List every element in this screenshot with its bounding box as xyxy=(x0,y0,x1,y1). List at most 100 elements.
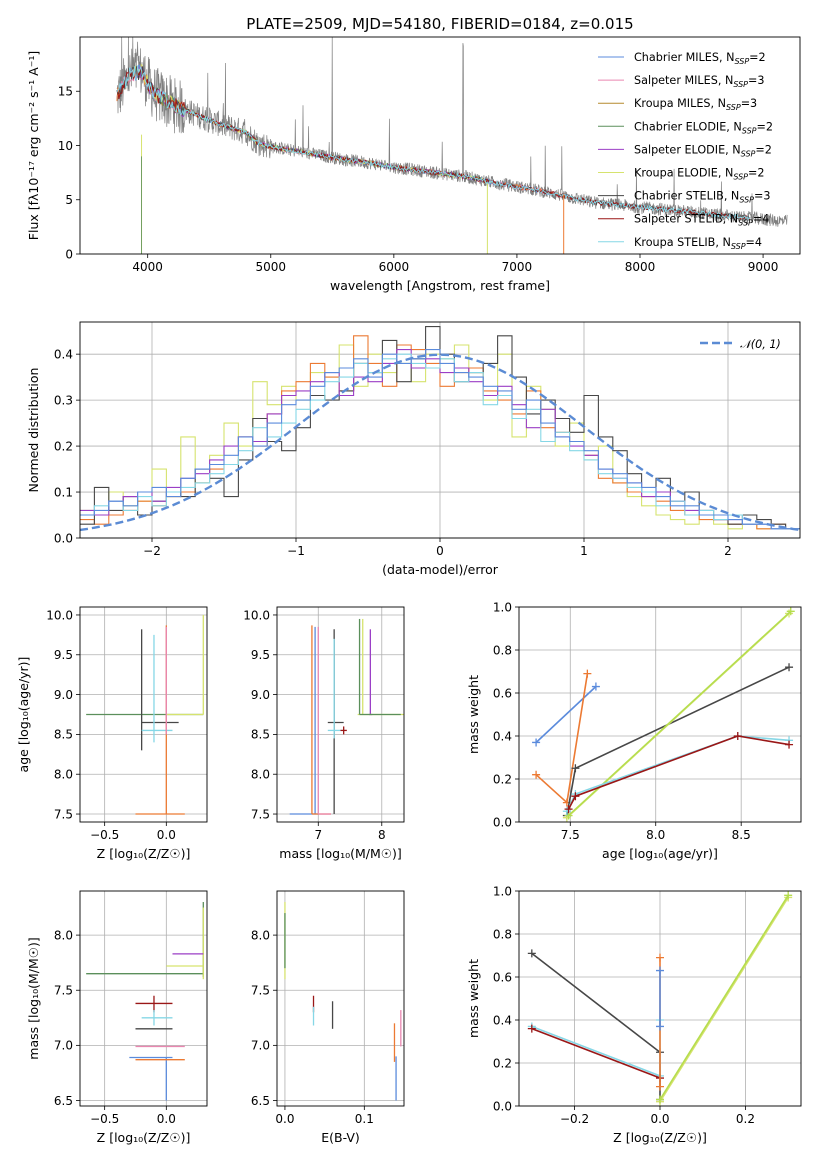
model-spectrum xyxy=(135,65,491,184)
weight-line xyxy=(531,1027,661,1079)
x-tick-label: 0.1 xyxy=(355,1112,374,1126)
y-tick-label: 0.4 xyxy=(493,729,512,743)
y-tick-label: 9.0 xyxy=(54,688,73,702)
weight-line xyxy=(566,666,790,816)
x-axis-label: (data-model)/error xyxy=(382,562,499,577)
y-tick-label: 7.5 xyxy=(251,807,270,821)
weight-marker xyxy=(785,740,794,749)
error-bar xyxy=(357,618,404,716)
y-tick-label: 8.0 xyxy=(54,928,73,942)
y-tick-label: 0.8 xyxy=(493,643,512,657)
plot-area-6 xyxy=(284,902,402,1101)
y-tick-label: 7.5 xyxy=(54,807,73,821)
x-tick-label: 0.2 xyxy=(736,1112,755,1126)
weight-series xyxy=(562,732,794,816)
x-axis-label: Z [log₁₀(Z/Z☉)] xyxy=(613,1130,707,1145)
plot-area-4 xyxy=(532,607,795,822)
panel-2: −0.5 0.0 7.5 8.0 8.5 9.0 9.5 10.0 Z [log₁₀(Z/Z☉)… xyxy=(16,606,208,861)
y-tick-label: 1.0 xyxy=(493,600,512,614)
legend-label: Salpeter MILES, NSSP=3 xyxy=(634,74,765,89)
y-tick-label: 0.0 xyxy=(54,531,73,545)
plot-area-5 xyxy=(86,902,204,1101)
y-tick-label: 0.2 xyxy=(54,439,73,453)
error-bar xyxy=(141,634,173,743)
panel-1: −2 −1 0 1 2 0.0 0.1 0.2 0.3 0.4 (data-model)/error… xyxy=(26,321,801,577)
weight-series xyxy=(564,732,794,814)
weight-series xyxy=(532,682,600,747)
y-tick-label: 0.2 xyxy=(493,772,512,786)
weight-line xyxy=(567,735,790,810)
weight-marker xyxy=(591,682,600,691)
weight-series xyxy=(656,891,793,1104)
weight-marker xyxy=(571,764,580,773)
x-tick-label: 0.0 xyxy=(157,1112,176,1126)
x-tick-label: 1 xyxy=(580,544,588,558)
weight-series xyxy=(527,1016,664,1080)
x-tick-label: 0.0 xyxy=(275,1112,294,1126)
x-tick-label: 4000 xyxy=(132,260,163,274)
y-tick-label: 7.5 xyxy=(251,984,270,998)
y-axis-label: age [log₁₀(age/yr)] xyxy=(16,657,31,773)
x-axis-label: age [log₁₀(age/yr)] xyxy=(602,846,718,861)
weight-marker xyxy=(656,1082,664,1091)
weight-series xyxy=(527,949,664,1104)
x-tick-label: −0.5 xyxy=(90,828,119,842)
panel-5: −0.5 0.0 6.5 7.0 7.5 8.0 Z [log₁₀(Z/Z☉)] mass [… xyxy=(26,890,208,1145)
axes-frame xyxy=(518,890,802,1107)
y-tick-label: 10.0 xyxy=(243,608,270,622)
x-tick-label: 8.0 xyxy=(646,828,665,842)
axes-frame xyxy=(518,606,802,823)
error-bar xyxy=(135,995,173,1013)
y-tick-label: 0.4 xyxy=(493,1013,512,1027)
legend: Chabrier MILES, NSSP=2 Salpeter MILES, NS… xyxy=(598,51,773,251)
plot-area-7 xyxy=(527,891,793,1106)
x-tick-label: 9000 xyxy=(748,260,779,274)
model-spectrum xyxy=(116,65,751,221)
y-tick-label: 0.0 xyxy=(493,815,512,829)
weight-marker xyxy=(656,1022,664,1031)
chart-title: PLATE=2509, MJD=54180, FIBERID=0184, z=0… xyxy=(246,15,633,33)
x-tick-label: 8 xyxy=(378,828,386,842)
gaussian-curve xyxy=(80,353,800,532)
weight-marker xyxy=(656,953,664,962)
weight-marker xyxy=(656,1095,664,1104)
model-spectrum xyxy=(116,64,569,200)
weight-marker xyxy=(583,669,592,678)
legend-label: Chabrier ELODIE, NSSP=2 xyxy=(634,120,773,135)
weight-marker xyxy=(656,966,664,975)
y-tick-label: 9.0 xyxy=(251,688,270,702)
error-bar xyxy=(129,1056,173,1101)
y-tick-label: 9.5 xyxy=(251,648,270,662)
y-tick-label: 0.6 xyxy=(493,970,512,984)
plot-area-1 xyxy=(80,326,800,532)
y-tick-label: 9.5 xyxy=(54,648,73,662)
panel-3: 7 8 7.5 8.0 8.5 9.0 9.5 10.0 mass [log₁₀(M/M☉)] xyxy=(243,606,405,861)
y-tick-label: 6.5 xyxy=(54,1094,73,1108)
weight-marker xyxy=(785,663,794,672)
weight-marker xyxy=(532,770,541,779)
y-tick-label: 8.5 xyxy=(251,728,270,742)
weight-line xyxy=(659,894,789,1100)
histogram-series xyxy=(80,349,800,530)
y-tick-label: 6.5 xyxy=(251,1094,270,1108)
plot-area-0 xyxy=(116,37,788,254)
weight-series xyxy=(562,663,794,820)
error-bar xyxy=(166,907,204,980)
error-bar xyxy=(135,625,185,815)
y-axis-label: mass weight xyxy=(466,959,481,1038)
x-tick-label: −2 xyxy=(143,544,161,558)
y-axis-label: Flux [fλ10⁻¹⁷ erg cm⁻² s⁻¹ A⁻¹] xyxy=(26,51,41,240)
weight-line xyxy=(659,897,789,1103)
error-bar xyxy=(141,1010,173,1026)
error-bar xyxy=(166,614,204,716)
error-bar xyxy=(141,629,179,751)
weight-marker xyxy=(564,805,573,814)
panel-7: −0.2 0.0 0.2 0.0 0.2 0.4 0.6 0.8 1.0 Z [log₁₀(Z/Z… xyxy=(466,884,802,1145)
error-bar xyxy=(340,726,347,735)
y-tick-label: 0.3 xyxy=(54,393,73,407)
x-tick-label: 0.0 xyxy=(157,828,176,842)
y-axis-label: mass weight xyxy=(466,675,481,754)
y-tick-label: 0.1 xyxy=(54,485,73,499)
plot-area-2 xyxy=(86,614,204,815)
